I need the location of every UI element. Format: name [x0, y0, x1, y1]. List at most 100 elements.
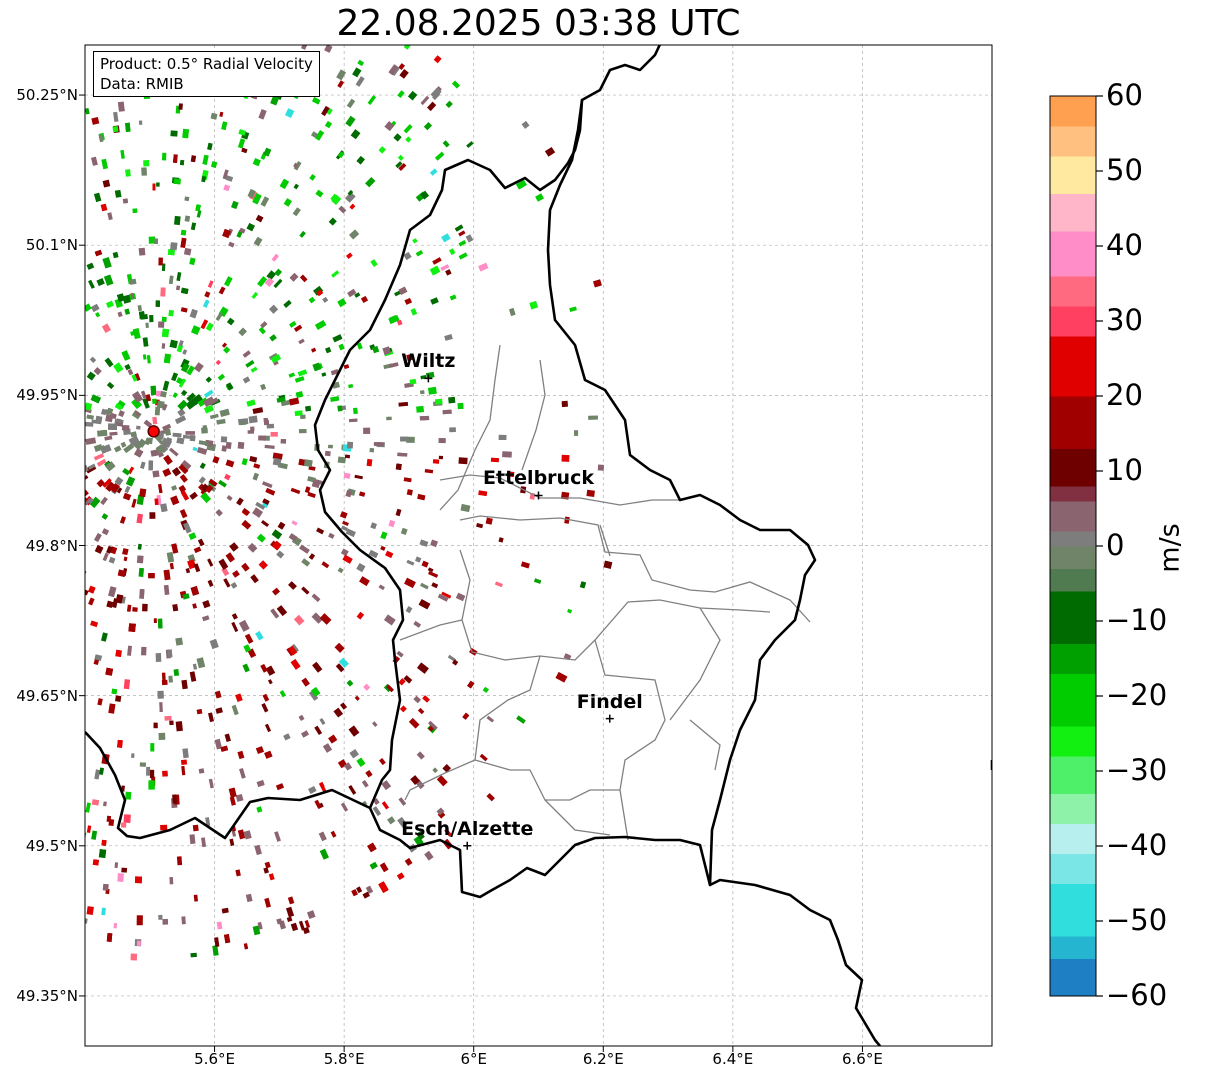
radar-echo-cell: [248, 415, 258, 424]
radar-echo-cell: [200, 492, 211, 503]
radar-echo-cell: [138, 311, 146, 320]
radar-echo-cell: [264, 750, 273, 759]
radar-echo-cell: [148, 236, 156, 244]
lat-tick-label: 49.35°N: [16, 986, 78, 1005]
radar-echo-cell: [291, 520, 298, 526]
radar-echo-cell: [368, 549, 379, 559]
radar-echo-cell: [579, 581, 587, 589]
colorbar-segment: [1050, 673, 1096, 727]
radar-echo-cell: [115, 422, 123, 427]
radar-echo-cell: [372, 345, 380, 354]
radar-echo-cell: [427, 567, 434, 573]
radar-echo-cell: [225, 441, 232, 449]
radar-echo-cell: [318, 781, 325, 789]
radar-echo-cell: [150, 385, 157, 396]
radar-echo-cell: [190, 585, 200, 596]
radar-echo-cell: [516, 715, 526, 724]
colorbar-tick-label: −50: [1106, 903, 1168, 937]
radar-echo-cell: [442, 409, 452, 415]
radar-echo-cell: [312, 97, 321, 105]
radar-echo-cell: [252, 158, 261, 167]
radar-echo-cell: [354, 695, 360, 701]
radar-echo-cell: [229, 838, 235, 846]
radar-echo-cell: [345, 489, 353, 498]
radar-echo-cell: [190, 952, 197, 958]
radar-echo-cell: [303, 459, 313, 467]
radar-echo-cell: [283, 198, 293, 207]
radar-echo-cell: [436, 807, 445, 816]
radar-echo-cell: [192, 663, 198, 670]
radar-echo-cell: [314, 479, 323, 485]
radar-echo-cell: [478, 262, 489, 272]
radar-echo-cell: [247, 542, 258, 553]
radar-echo-cell: [337, 80, 345, 88]
radar-echo-cell: [100, 445, 105, 450]
radar-echo-cell: [91, 830, 98, 840]
radar-echo-cell: [112, 125, 119, 133]
radar-echo-cell: [312, 661, 323, 673]
radar-echo-cell: [205, 484, 214, 494]
radar-echo-cell: [101, 513, 109, 520]
radar-echo-cell: [301, 586, 310, 595]
colorbar: [1049, 95, 1103, 997]
radar-echo-cell: [385, 550, 394, 559]
radar-echo-cell: [260, 321, 268, 329]
radar-echo-cell: [232, 570, 240, 578]
radar-echo-cell: [183, 522, 192, 534]
radar-echo-cell: [116, 293, 125, 303]
radar-echo-cell: [409, 378, 417, 385]
radar-echo-cell: [260, 383, 267, 391]
radar-echo-cell: [85, 802, 91, 813]
radar-echo-cell: [293, 162, 299, 169]
radar-echo-cell: [380, 531, 388, 540]
radar-echo-cell: [125, 169, 131, 177]
radar-echo-cell: [265, 487, 276, 496]
radar-echo-cell: [319, 718, 326, 725]
radar-echo-cell: [131, 398, 142, 410]
radar-echo-cell: [152, 416, 158, 425]
lat-tick-label: 50.1°N: [25, 236, 78, 255]
radar-echo-cell: [345, 528, 356, 538]
radar-echo-cell: [222, 228, 232, 239]
lat-tick-label: 49.5°N: [25, 836, 78, 855]
radar-echo-cell: [270, 432, 278, 437]
radar-echo-cell: [184, 196, 190, 202]
city-marker: [463, 841, 472, 850]
radar-echo-cell: [154, 498, 159, 506]
colorbar-segment: [1050, 546, 1096, 569]
data-source-label: Data: RMIB: [100, 75, 184, 93]
radar-echo-cell: [97, 698, 103, 706]
radar-echo-cell: [224, 473, 231, 481]
radar-echo-cell: [396, 650, 404, 658]
radar-echo-cell: [253, 236, 263, 247]
radar-echo-cell: [158, 914, 163, 920]
radar-echo-cell: [231, 613, 238, 620]
radar-echo-cell: [214, 738, 223, 750]
radar-echo-cell: [163, 454, 173, 465]
radar-echo-cell: [122, 492, 132, 501]
radar-echo-cell: [404, 297, 413, 305]
radar-echo-cell: [220, 745, 229, 752]
radar-echo-cell: [136, 494, 145, 505]
radar-echo-cell: [441, 591, 452, 599]
radar-echo-cell: [412, 238, 418, 244]
radar-echo-cell: [458, 252, 468, 260]
radar-echo-cell: [110, 483, 120, 494]
radar-echo-cell: [113, 362, 124, 374]
radar-echo-cell: [241, 562, 250, 572]
radar-echo-cell: [196, 708, 203, 715]
radar-echo-cell: [115, 649, 122, 658]
radar-echo-cell: [302, 926, 310, 935]
radar-echo-cell: [352, 67, 362, 78]
radar-echo-cell: [235, 794, 244, 802]
radar-echo-cell: [178, 378, 187, 388]
radar-echo-cell: [509, 308, 516, 316]
radar-echo-cell: [529, 300, 539, 310]
radar-echo-cell: [363, 683, 371, 691]
radar-echo-cell: [165, 428, 171, 436]
radar-echo-cell: [193, 563, 201, 573]
radar-echo-cell: [129, 436, 141, 447]
radar-echo-cell: [276, 918, 283, 925]
radar-echo-cell: [182, 593, 190, 600]
radar-echo-cell: [182, 434, 191, 439]
